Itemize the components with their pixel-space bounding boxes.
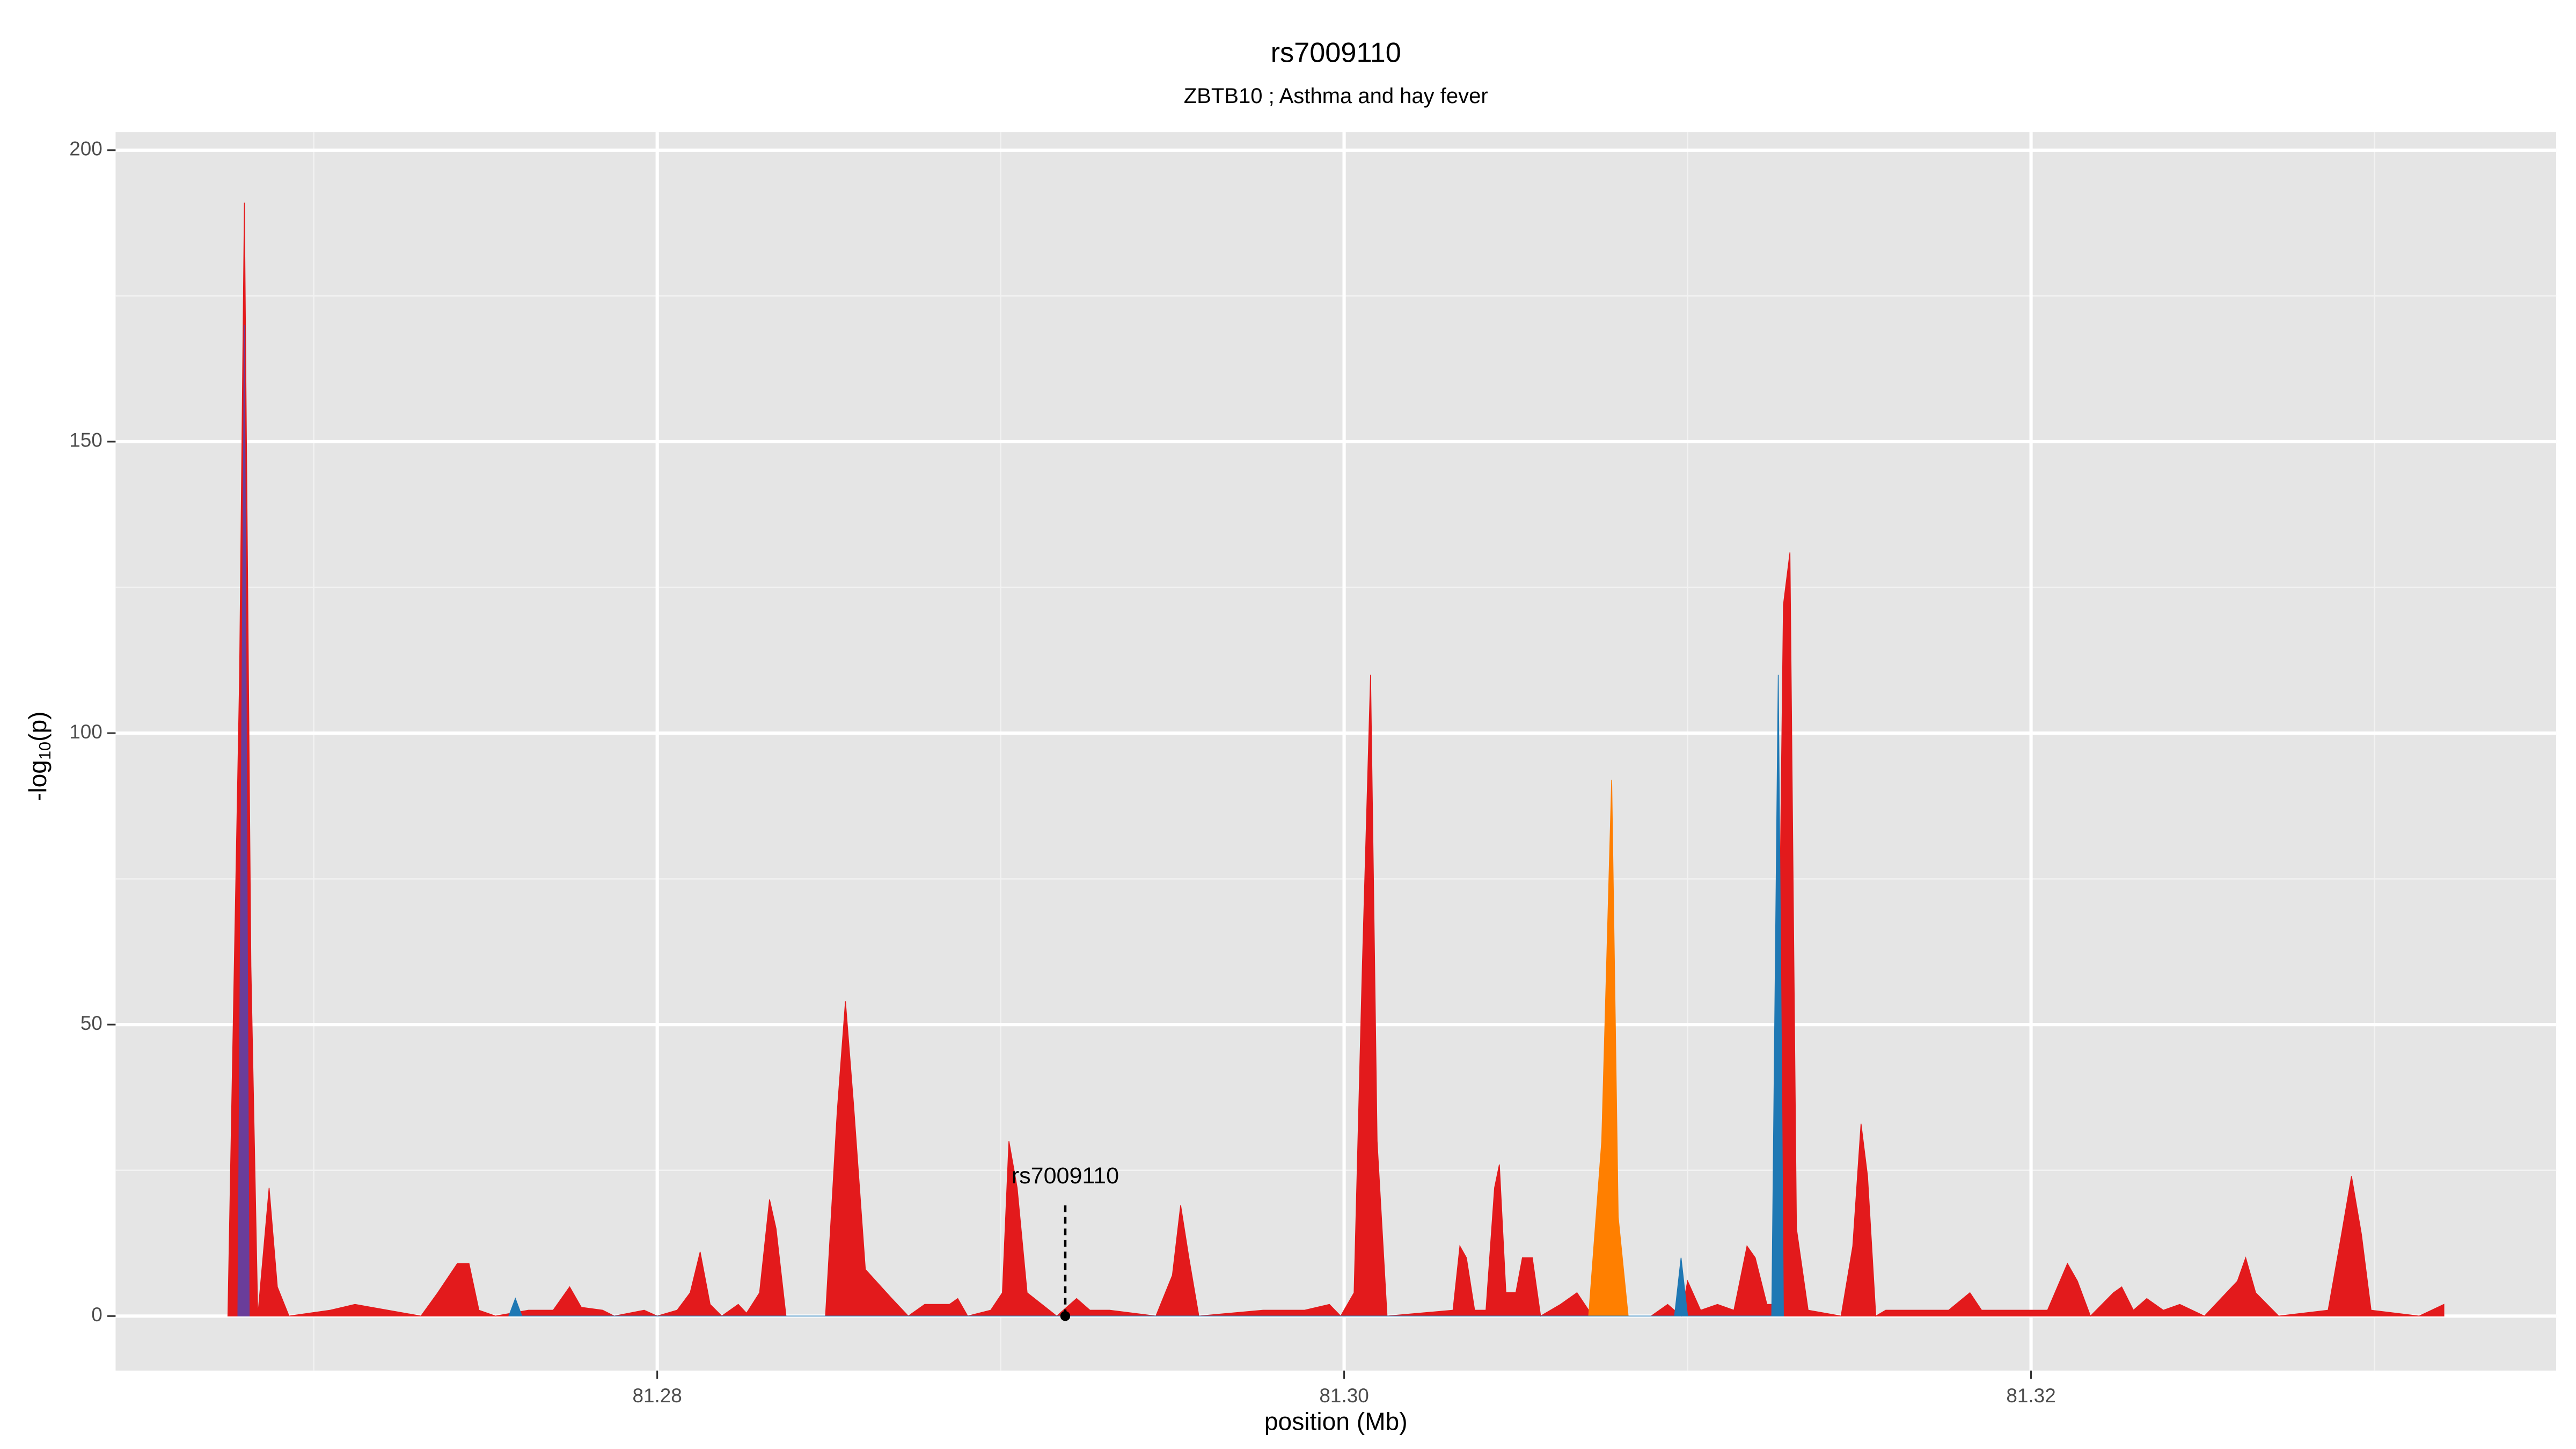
x-tick-label: 81.32 xyxy=(2006,1385,2055,1407)
y-tick-label: 0 xyxy=(91,1304,103,1326)
y-tick-label: 200 xyxy=(69,138,103,160)
chart-subtitle: ZBTB10 ; Asthma and hay fever xyxy=(1184,84,1488,108)
grid xyxy=(115,132,2557,1371)
area xyxy=(508,675,1784,1317)
annotation-point xyxy=(1060,1311,1071,1321)
axes: 81.28 81.30 81.32 0 50 100 150 200 rs7009110 xyxy=(69,138,2056,1407)
y-label-suffix: (p) xyxy=(24,711,52,741)
x-axis-label: position (Mb) xyxy=(1264,1407,1408,1435)
chart-title: rs7009110 xyxy=(1271,37,1401,68)
y-tick-label: 50 xyxy=(80,1012,103,1034)
y-label-sub: 10 xyxy=(35,742,54,760)
y-label-prefix: -log xyxy=(24,760,52,801)
plot-panel xyxy=(115,132,2557,1371)
y-axis-label: -log10(p) xyxy=(24,711,54,801)
y-tick-label: 150 xyxy=(69,429,103,451)
area xyxy=(237,325,250,1317)
y-tick-label: 100 xyxy=(69,721,103,743)
area xyxy=(227,202,2445,1317)
areas xyxy=(227,202,2445,1317)
annotation-label: rs7009110 xyxy=(1012,1163,1119,1189)
x-tick-label: 81.30 xyxy=(1319,1385,1368,1407)
x-tick-label: 81.28 xyxy=(632,1385,682,1407)
